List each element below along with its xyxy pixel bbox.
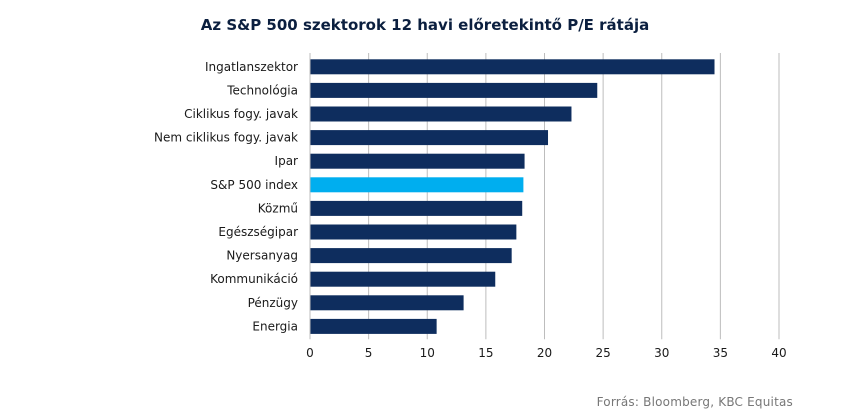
x-tick-label: 0 [306, 346, 314, 360]
category-label: Nem ciklikus fogy. javak [154, 131, 298, 145]
bar [310, 200, 523, 216]
bar [310, 177, 524, 193]
bar [310, 153, 525, 169]
bar [310, 248, 512, 264]
bar [310, 318, 437, 334]
gridlines [368, 53, 780, 340]
category-label: Nyersanyag [226, 249, 298, 263]
category-label: Közmű [258, 201, 298, 215]
x-tick-label: 25 [595, 346, 610, 360]
category-label: Ciklikus fogy. javak [184, 107, 298, 121]
x-tick-label: 15 [478, 346, 493, 360]
x-tick-labels: 0 5 10 15 20 25 30 35 40 [306, 346, 786, 360]
category-label: Kommunikáció [210, 272, 298, 286]
category-label: Energia [252, 319, 298, 333]
category-label: Ingatlanszektor [205, 60, 298, 74]
x-tick-label: 20 [537, 346, 552, 360]
bar [310, 130, 549, 146]
category-labels: Ingatlanszektor Technológia Ciklikus fogy.… [154, 60, 298, 334]
category-label: S&P 500 index [210, 178, 298, 192]
category-label: Egészségipar [218, 225, 298, 239]
x-tick-label: 5 [365, 346, 373, 360]
x-tick-label: 30 [654, 346, 669, 360]
category-label: Ipar [275, 154, 299, 168]
x-tick-label: 40 [771, 346, 786, 360]
x-tick-label: 10 [420, 346, 435, 360]
chart-title: Az S&P 500 szektorok 12 havi előretekint… [200, 16, 650, 34]
bar [310, 59, 715, 75]
bars [310, 59, 715, 334]
bar [310, 106, 572, 122]
category-label: Pénzügy [248, 296, 298, 310]
category-label: Technológia [226, 83, 298, 97]
source-note: Forrás: Bloomberg, KBC Equitas [596, 395, 793, 409]
bar [310, 271, 496, 287]
bar [310, 82, 598, 98]
bar [310, 295, 464, 311]
x-tick-label: 35 [713, 346, 728, 360]
bar [310, 224, 517, 240]
